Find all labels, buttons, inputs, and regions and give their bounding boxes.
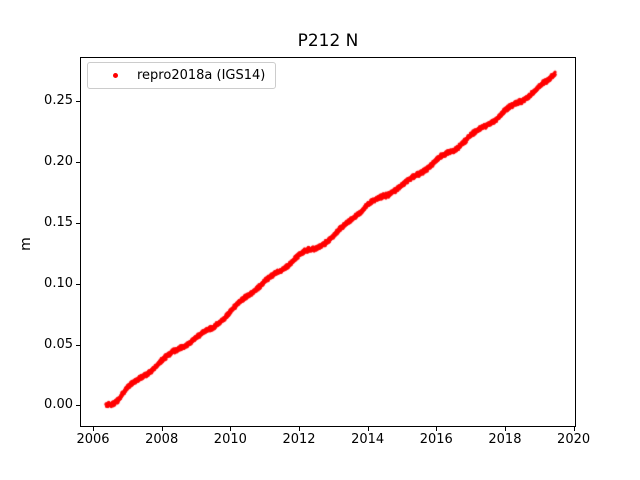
x-tick-label: 2012 (282, 432, 316, 447)
chart-title: P212 N (297, 31, 359, 51)
left-spine (80, 57, 81, 427)
x-tick-mark (298, 427, 300, 431)
x-tick-mark (573, 427, 575, 431)
y-tick-label: 0.20 (44, 153, 73, 169)
x-tick-label: 2006 (76, 432, 110, 447)
y-tick-mark (76, 405, 80, 407)
top-spine (80, 57, 576, 58)
x-tick-mark (504, 427, 506, 431)
legend: repro2018a (IGS14) (87, 62, 277, 89)
y-tick-mark (76, 100, 80, 102)
right-spine (575, 57, 576, 427)
bottom-spine (80, 426, 576, 427)
y-tick-label: 0.00 (44, 397, 73, 413)
x-tick-mark (93, 427, 95, 431)
x-tick-mark (436, 427, 438, 431)
x-tick-label: 2016 (419, 432, 453, 447)
x-tick-label: 2008 (145, 432, 179, 447)
y-tick-label: 0.25 (44, 92, 73, 108)
y-tick-mark (76, 283, 80, 285)
y-tick-label: 0.05 (44, 336, 73, 352)
scatter-series-canvas (81, 58, 575, 426)
x-tick-mark (230, 427, 232, 431)
y-tick-label: 0.10 (44, 275, 73, 291)
x-tick-label: 2014 (351, 432, 385, 447)
x-tick-mark (367, 427, 369, 431)
x-tick-label: 2010 (213, 432, 247, 447)
y-tick-mark (76, 161, 80, 163)
x-tick-label: 2018 (488, 432, 522, 447)
y-tick-mark (76, 222, 80, 224)
x-tick-label: 2020 (557, 432, 591, 447)
legend-marker-dot-icon (112, 73, 118, 78)
legend-label: repro2018a (IGS14) (137, 68, 266, 83)
y-tick-mark (76, 344, 80, 346)
y-tick-label: 0.15 (44, 214, 73, 230)
legend-marker-box (98, 73, 132, 78)
x-tick-mark (161, 427, 163, 431)
